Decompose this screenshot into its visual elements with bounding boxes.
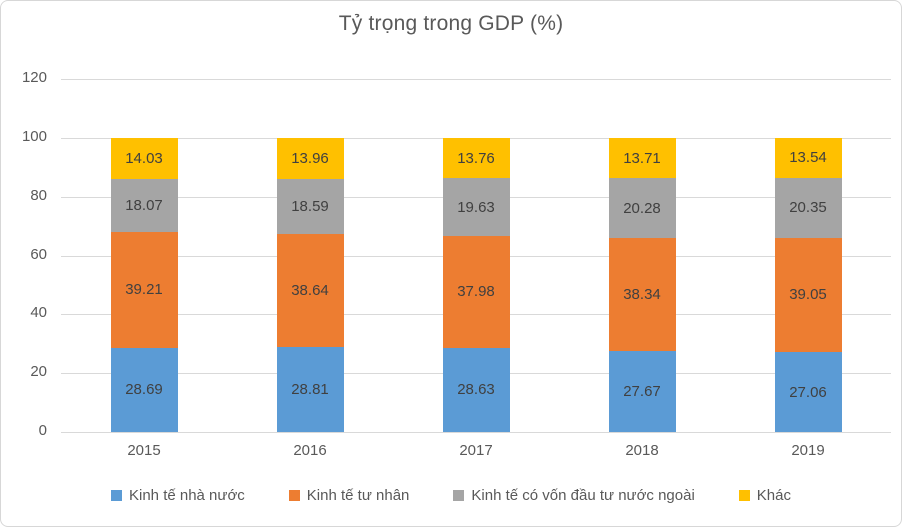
bar-segment-2019-Khác: 13.54 xyxy=(774,137,842,178)
legend-swatch-icon xyxy=(738,490,750,501)
bar-segment-2019-Kinh tế nhà nước: 27.06 xyxy=(774,352,842,432)
bar-segment-2016-Kinh tế có vốn đầu tư nước ngoài: 18.59 xyxy=(276,178,344,234)
legend-item-Kinh tế nhà nước: Kinh tế nhà nước xyxy=(111,487,245,504)
y-tick-label-0: 0 xyxy=(38,422,47,439)
x-tick-label-2019: 2019 xyxy=(791,442,825,459)
bar-segment-2017-Kinh tế tư nhân: 37.98 xyxy=(442,236,510,348)
y-tick-label-120: 120 xyxy=(21,69,47,86)
bar-stack-2018: 13.71 20.28 38.34 27.67 xyxy=(608,79,676,432)
y-tick-label-60: 60 xyxy=(30,245,47,263)
y-tick-label-100: 100 xyxy=(21,127,47,145)
bar-slot-2016: 13.96 18.59 38.64 28.81 xyxy=(227,79,393,432)
data-label: 38.34 xyxy=(623,285,661,303)
data-label: 13.96 xyxy=(291,149,329,167)
bar-stack-2019: 13.54 20.35 39.05 27.06 xyxy=(774,79,842,432)
bar-segment-2015-Khác: 14.03 xyxy=(110,137,178,180)
data-label: 28.81 xyxy=(291,381,329,399)
y-tick-label-20: 20 xyxy=(30,363,47,381)
x-tick-label-2018: 2018 xyxy=(625,442,659,459)
data-label: 13.71 xyxy=(623,149,661,167)
data-label: 20.28 xyxy=(623,199,661,217)
bar-segment-2015-Kinh tế có vốn đầu tư nước ngoài: 18.07 xyxy=(110,179,178,233)
data-label: 37.98 xyxy=(457,283,495,301)
legend-item-Kinh tế tư nhân: Kinh tế tư nhân xyxy=(288,487,410,504)
legend-swatch-icon xyxy=(453,490,465,501)
legend-label: Khác xyxy=(756,487,791,504)
bar-segment-2016-Khác: 13.96 xyxy=(276,137,344,179)
bar-slot-2018: 13.71 20.28 38.34 27.67 xyxy=(559,79,725,432)
gridline-y-0 xyxy=(61,432,891,433)
bar-stack-2016: 13.96 18.59 38.64 28.81 xyxy=(276,79,344,432)
x-tick-label-2016: 2016 xyxy=(293,442,327,459)
data-label: 18.07 xyxy=(125,197,163,215)
data-label: 27.06 xyxy=(789,383,827,401)
y-tick-label-40: 40 xyxy=(30,304,47,322)
legend-item-Kinh tế có vốn đầu tư nước ngoài: Kinh tế có vốn đầu tư nước ngoài xyxy=(453,487,695,504)
legend-label: Kinh tế tư nhân xyxy=(306,487,410,504)
bar-segment-2018-Kinh tế nhà nước: 27.67 xyxy=(608,350,676,432)
data-label: 27.67 xyxy=(623,382,661,400)
bar-stack-2017: 13.76 19.63 37.98 28.63 xyxy=(442,79,510,432)
chart-title: Tỷ trọng trong GDP (%) xyxy=(338,12,564,35)
gridline-y-120 xyxy=(61,79,891,80)
data-label: 14.03 xyxy=(125,150,163,167)
data-label: 18.59 xyxy=(291,197,329,215)
bar-segment-2017-Khác: 13.76 xyxy=(442,137,510,179)
bar-segment-2018-Khác: 13.71 xyxy=(608,137,676,179)
bar-segment-2017-Kinh tế nhà nước: 28.63 xyxy=(442,347,510,432)
bar-segment-2015-Kinh tế nhà nước: 28.69 xyxy=(110,347,178,432)
data-label: 28.69 xyxy=(125,381,163,399)
bar-slot-2019: 13.54 20.35 39.05 27.06 xyxy=(725,79,891,432)
data-label: 13.54 xyxy=(789,149,827,167)
bar-segment-2018-Kinh tế có vốn đầu tư nước ngoài: 20.28 xyxy=(608,178,676,238)
legend-swatch-icon xyxy=(111,490,122,501)
legend-label: Kinh tế có vốn đầu tư nước ngoài xyxy=(471,487,695,504)
data-label: 19.63 xyxy=(457,198,495,216)
data-label: 39.05 xyxy=(789,286,827,304)
bar-slot-2017: 13.76 19.63 37.98 28.63 xyxy=(393,79,559,432)
data-label: 20.35 xyxy=(789,199,827,217)
legend-item-Khác: Khác xyxy=(738,487,791,504)
y-tick-label-80: 80 xyxy=(30,186,47,204)
data-label: 38.64 xyxy=(291,281,329,299)
plot-area: 14.03 18.07 39.21 28.69 13.96 18.59 38.64 28.81… xyxy=(61,79,891,433)
bar-segment-2019-Kinh tế có vốn đầu tư nước ngoài: 20.35 xyxy=(774,177,842,238)
x-tick-label-2015: 2015 xyxy=(127,442,161,459)
x-tick-label-2017: 2017 xyxy=(459,442,493,459)
bar-stack-2015: 14.03 18.07 39.21 28.69 xyxy=(110,79,178,432)
legend: Kinh tế nhà nước Kinh tế tư nhân Kinh tế c… xyxy=(1,487,901,504)
legend-swatch-icon xyxy=(288,490,300,501)
bar-segment-2016-Kinh tế nhà nước: 28.81 xyxy=(276,347,344,432)
data-label: 13.76 xyxy=(457,149,495,167)
data-label: 39.21 xyxy=(125,281,163,299)
bar-slot-2015: 14.03 18.07 39.21 28.69 xyxy=(61,79,227,432)
legend-label: Kinh tế nhà nước xyxy=(129,487,245,504)
bar-segment-2017-Kinh tế có vốn đầu tư nước ngoài: 19.63 xyxy=(442,178,510,237)
bar-segment-2016-Kinh tế tư nhân: 38.64 xyxy=(276,233,344,348)
bar-segment-2019-Kinh tế tư nhân: 39.05 xyxy=(774,237,842,353)
data-label: 28.63 xyxy=(457,381,495,399)
bar-segment-2015-Kinh tế tư nhân: 39.21 xyxy=(110,232,178,348)
bar-segment-2018-Kinh tế tư nhân: 38.34 xyxy=(608,237,676,351)
